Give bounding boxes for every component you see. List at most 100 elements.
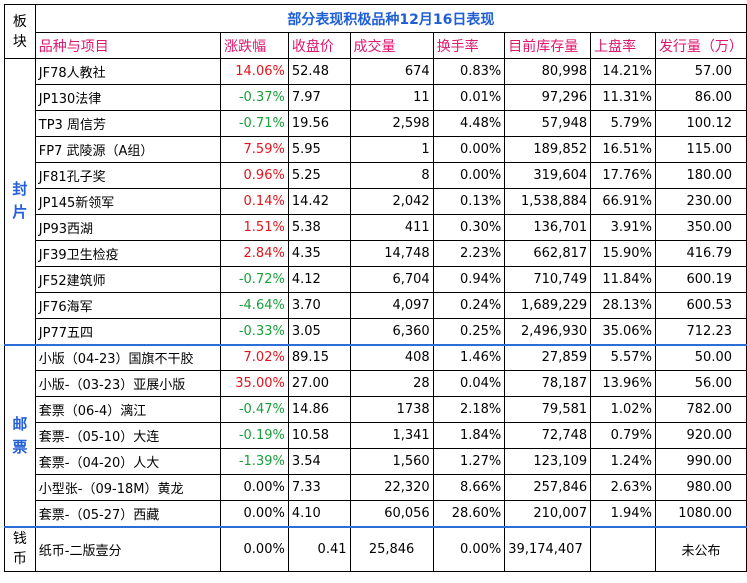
item-name-cell: 小型张-（09-18M）黄龙: [34, 474, 222, 501]
item-name-cell: 套票-（05-10）大连: [34, 422, 222, 449]
col-header-issue: 发行量（万）: [654, 32, 747, 59]
turnover-cell: 1.84%: [432, 422, 506, 449]
item-name-cell: 套票-（04-20）人大: [34, 448, 222, 475]
issue-cell: 57.00: [654, 58, 747, 85]
change-cell: -0.33%: [220, 318, 289, 345]
stock-cell: 79,581: [504, 396, 592, 423]
change-cell: 0.14%: [220, 188, 289, 215]
stock-cell: 27,859: [504, 343, 592, 371]
rate-cell: 1.02%: [590, 396, 656, 423]
item-name-cell: 套票-（05-27）西藏: [34, 500, 222, 527]
close-cell: 5.25: [287, 162, 351, 189]
rate-cell: 2.63%: [590, 474, 656, 501]
close-cell: 3.54: [287, 448, 351, 475]
stock-cell: 80,998: [504, 58, 592, 85]
issue-cell: 350.00: [654, 214, 747, 241]
stock-cell: 39,174,407: [504, 525, 592, 572]
turnover-cell: 0.04%: [432, 370, 506, 397]
rate-cell: 35.06%: [590, 318, 656, 345]
turnover-cell: 0.83%: [432, 58, 506, 85]
item-name-cell: JF39卫生检疫: [34, 240, 222, 267]
change-cell: -4.64%: [220, 292, 289, 319]
volume-cell: 60,056: [349, 500, 434, 527]
close-cell: 7.33: [287, 474, 351, 501]
close-cell: 14.42: [287, 188, 351, 215]
turnover-cell: 0.25%: [432, 318, 506, 345]
section-label-cell: 封片: [4, 58, 36, 345]
col-header-change: 涨跌幅: [220, 32, 289, 59]
col-header-rate: 上盘率: [590, 32, 656, 59]
col-header-stock: 目前库存量: [504, 32, 592, 59]
volume-cell: 4,097: [349, 292, 434, 319]
issue-cell: 1080.00: [654, 500, 747, 527]
table-row: 钱币 纸币-二版壹分 0.00% 0.41 25,846 0.00% 39,174,407 未…: [4, 525, 747, 572]
issue-cell: 230.00: [654, 188, 747, 215]
item-name-cell: 纸币-二版壹分: [34, 525, 222, 572]
issue-cell: 712.23: [654, 318, 747, 345]
change-cell: 2.84%: [220, 240, 289, 267]
table-row: 封片 JF78人教社 14.06% 52.48 674 0.83% 80,998 14.21%…: [4, 58, 747, 345]
change-cell: 0.00%: [220, 500, 289, 527]
volume-cell: 2,598: [349, 110, 434, 137]
issue-cell: 86.00: [654, 84, 747, 111]
issue-cell: 180.00: [654, 162, 747, 189]
issue-cell: 416.79: [654, 240, 747, 267]
item-name-cell: 套票（06-4）漓江: [34, 396, 222, 423]
volume-cell: 1,560: [349, 448, 434, 475]
issue-cell: 100.12: [654, 110, 747, 137]
close-cell: 19.56: [287, 110, 351, 137]
volume-cell: 11: [349, 84, 434, 111]
section-label: 钱币: [12, 531, 27, 568]
issue-cell: 990.00: [654, 448, 747, 475]
stock-cell: 257,846: [504, 474, 592, 501]
issue-cell: 920.00: [654, 422, 747, 449]
rate-cell: 5.79%: [590, 110, 656, 137]
volume-cell: 6,704: [349, 266, 434, 293]
volume-cell: 6,360: [349, 318, 434, 345]
stock-cell: 189,852: [504, 136, 592, 163]
stock-cell: 710,749: [504, 266, 592, 293]
issue-cell: 600.19: [654, 266, 747, 293]
change-cell: 0.00%: [220, 474, 289, 501]
change-cell: -0.72%: [220, 266, 289, 293]
turnover-cell: 1.27%: [432, 448, 506, 475]
turnover-cell: 0.30%: [432, 214, 506, 241]
header-row: 品种与项目 涨跌幅 收盘价 成交量 换手率 目前库存量 上盘率 发行量（万）: [5, 32, 747, 59]
section-label-cell: 钱币: [4, 525, 36, 572]
item-name-cell: JF81孔子奖: [34, 162, 222, 189]
rate-cell: 1.24%: [590, 448, 656, 475]
close-cell: 3.70: [287, 292, 351, 319]
stock-cell: 57,948: [504, 110, 592, 137]
close-cell: 89.15: [287, 343, 351, 371]
change-cell: -0.47%: [220, 396, 289, 423]
stock-cell: 2,496,930: [504, 318, 592, 345]
table-row: JF39卫生检疫 2.84% 4.35 14,748 2.23% 662,817 15.90…: [5, 240, 747, 267]
close-cell: 5.95: [287, 136, 351, 163]
section-label-cell: 邮票: [4, 343, 36, 527]
stock-cell: 78,187: [504, 370, 592, 397]
turnover-cell: 0.00%: [432, 162, 506, 189]
change-cell: 7.02%: [220, 343, 289, 371]
item-name-cell: JP93西湖: [34, 214, 222, 241]
rate-cell: 3.91%: [590, 214, 656, 241]
close-cell: 0.41: [287, 525, 351, 572]
close-cell: 4.12: [287, 266, 351, 293]
turnover-cell: 1.46%: [432, 343, 506, 371]
change-cell: -0.19%: [220, 422, 289, 449]
rate-cell: 11.84%: [590, 266, 656, 293]
col-header-turnover: 换手率: [432, 32, 506, 59]
item-name-cell: FP7 武陵源（A组）: [34, 136, 222, 163]
rate-cell: 1.94%: [590, 500, 656, 527]
rate-cell: [590, 525, 656, 572]
table-row: 套票-（04-20）人大 -1.39% 3.54 1,560 1.27% 123,109 1…: [5, 448, 747, 475]
board-header: 板块: [4, 4, 36, 59]
stock-cell: 662,817: [504, 240, 592, 267]
section-label: 邮票: [12, 414, 28, 456]
volume-cell: 28: [349, 370, 434, 397]
item-name-cell: 小版-（03-23）亚展小版: [34, 370, 222, 397]
change-cell: -0.37%: [220, 84, 289, 111]
change-cell: 35.00%: [220, 370, 289, 397]
volume-cell: 22,320: [349, 474, 434, 501]
table-row: JP130法律 -0.37% 7.97 11 0.01% 97,296 11.31% 86.0…: [5, 84, 747, 111]
volume-cell: 1,341: [349, 422, 434, 449]
